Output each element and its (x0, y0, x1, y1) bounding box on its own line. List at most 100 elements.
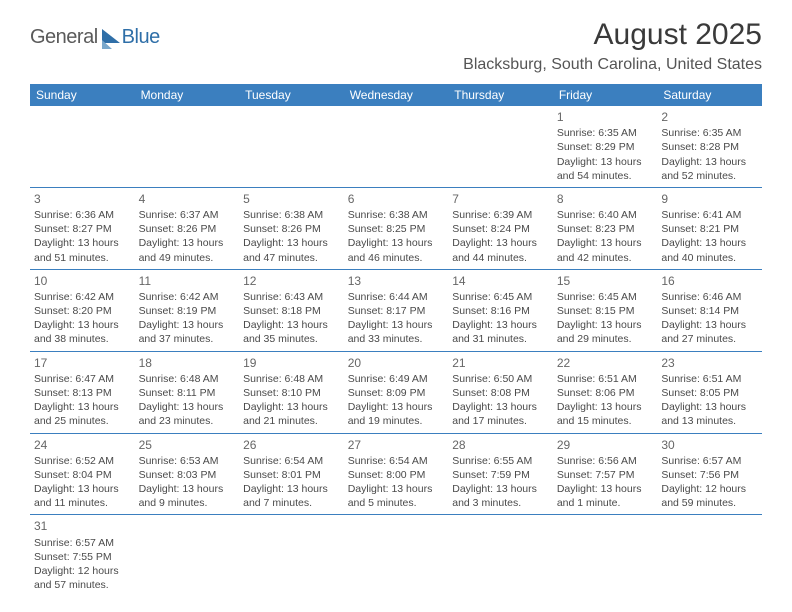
sunset-text: Sunset: 8:14 PM (661, 304, 758, 318)
sunrise-text: Sunrise: 6:51 AM (557, 372, 654, 386)
sunset-text: Sunset: 8:08 PM (452, 386, 549, 400)
sunrise-text: Sunrise: 6:38 AM (243, 208, 340, 222)
sunset-text: Sunset: 8:06 PM (557, 386, 654, 400)
calendar-cell: 28Sunrise: 6:55 AMSunset: 7:59 PMDayligh… (448, 433, 553, 515)
sunrise-text: Sunrise: 6:48 AM (139, 372, 236, 386)
daylight-text: Daylight: 13 hours and 54 minutes. (557, 155, 654, 183)
day-number: 7 (452, 191, 549, 207)
calendar-body: 1Sunrise: 6:35 AMSunset: 8:29 PMDaylight… (30, 106, 762, 596)
daylight-text: Daylight: 13 hours and 17 minutes. (452, 400, 549, 428)
daylight-text: Daylight: 13 hours and 3 minutes. (452, 482, 549, 510)
sunset-text: Sunset: 8:18 PM (243, 304, 340, 318)
weekday-header: Monday (135, 84, 240, 106)
sunrise-text: Sunrise: 6:50 AM (452, 372, 549, 386)
calendar-cell: 12Sunrise: 6:43 AMSunset: 8:18 PMDayligh… (239, 269, 344, 351)
calendar-cell: 29Sunrise: 6:56 AMSunset: 7:57 PMDayligh… (553, 433, 658, 515)
day-number: 22 (557, 355, 654, 371)
sunset-text: Sunset: 8:26 PM (139, 222, 236, 236)
day-number: 11 (139, 273, 236, 289)
title-block: August 2025 Blacksburg, South Carolina, … (463, 18, 762, 74)
sunrise-text: Sunrise: 6:57 AM (661, 454, 758, 468)
sunrise-text: Sunrise: 6:55 AM (452, 454, 549, 468)
day-number: 23 (661, 355, 758, 371)
calendar-cell: 24Sunrise: 6:52 AMSunset: 8:04 PMDayligh… (30, 433, 135, 515)
sunset-text: Sunset: 8:09 PM (348, 386, 445, 400)
sunset-text: Sunset: 8:25 PM (348, 222, 445, 236)
calendar-cell: 19Sunrise: 6:48 AMSunset: 8:10 PMDayligh… (239, 351, 344, 433)
calendar-header-row: Sunday Monday Tuesday Wednesday Thursday… (30, 84, 762, 106)
day-number: 16 (661, 273, 758, 289)
brand-logo: General Blue (30, 26, 160, 49)
sunset-text: Sunset: 7:56 PM (661, 468, 758, 482)
month-title: August 2025 (463, 18, 762, 52)
sunrise-text: Sunrise: 6:52 AM (34, 454, 131, 468)
sunset-text: Sunset: 8:04 PM (34, 468, 131, 482)
daylight-text: Daylight: 13 hours and 31 minutes. (452, 318, 549, 346)
day-number: 14 (452, 273, 549, 289)
day-number: 17 (34, 355, 131, 371)
sunset-text: Sunset: 8:21 PM (661, 222, 758, 236)
day-number: 27 (348, 437, 445, 453)
daylight-text: Daylight: 13 hours and 23 minutes. (139, 400, 236, 428)
weekday-header: Sunday (30, 84, 135, 106)
daylight-text: Daylight: 13 hours and 7 minutes. (243, 482, 340, 510)
calendar-cell: 8Sunrise: 6:40 AMSunset: 8:23 PMDaylight… (553, 187, 658, 269)
calendar-cell: 14Sunrise: 6:45 AMSunset: 8:16 PMDayligh… (448, 269, 553, 351)
weekday-header: Tuesday (239, 84, 344, 106)
sunrise-text: Sunrise: 6:37 AM (139, 208, 236, 222)
sunset-text: Sunset: 8:03 PM (139, 468, 236, 482)
sunrise-text: Sunrise: 6:46 AM (661, 290, 758, 304)
sunset-text: Sunset: 8:01 PM (243, 468, 340, 482)
calendar-cell: 18Sunrise: 6:48 AMSunset: 8:11 PMDayligh… (135, 351, 240, 433)
daylight-text: Daylight: 13 hours and 47 minutes. (243, 236, 340, 264)
calendar-cell (657, 515, 762, 596)
calendar-cell (135, 515, 240, 596)
sunset-text: Sunset: 8:28 PM (661, 140, 758, 154)
day-number: 3 (34, 191, 131, 207)
calendar-cell (553, 515, 658, 596)
calendar-cell: 11Sunrise: 6:42 AMSunset: 8:19 PMDayligh… (135, 269, 240, 351)
calendar-cell: 31Sunrise: 6:57 AMSunset: 7:55 PMDayligh… (30, 515, 135, 596)
daylight-text: Daylight: 13 hours and 27 minutes. (661, 318, 758, 346)
calendar-cell: 30Sunrise: 6:57 AMSunset: 7:56 PMDayligh… (657, 433, 762, 515)
sunset-text: Sunset: 8:23 PM (557, 222, 654, 236)
day-number: 28 (452, 437, 549, 453)
day-number: 24 (34, 437, 131, 453)
sunset-text: Sunset: 8:16 PM (452, 304, 549, 318)
calendar-cell: 20Sunrise: 6:49 AMSunset: 8:09 PMDayligh… (344, 351, 449, 433)
sunrise-text: Sunrise: 6:54 AM (348, 454, 445, 468)
sunrise-text: Sunrise: 6:42 AM (34, 290, 131, 304)
sunset-text: Sunset: 8:20 PM (34, 304, 131, 318)
daylight-text: Daylight: 13 hours and 21 minutes. (243, 400, 340, 428)
calendar-cell (448, 106, 553, 187)
sunset-text: Sunset: 8:17 PM (348, 304, 445, 318)
sunrise-text: Sunrise: 6:36 AM (34, 208, 131, 222)
daylight-text: Daylight: 13 hours and 49 minutes. (139, 236, 236, 264)
sunset-text: Sunset: 8:27 PM (34, 222, 131, 236)
sunrise-text: Sunrise: 6:49 AM (348, 372, 445, 386)
day-number: 21 (452, 355, 549, 371)
sunset-text: Sunset: 7:59 PM (452, 468, 549, 482)
daylight-text: Daylight: 13 hours and 1 minute. (557, 482, 654, 510)
calendar-cell: 21Sunrise: 6:50 AMSunset: 8:08 PMDayligh… (448, 351, 553, 433)
day-number: 13 (348, 273, 445, 289)
day-number: 30 (661, 437, 758, 453)
calendar-cell: 1Sunrise: 6:35 AMSunset: 8:29 PMDaylight… (553, 106, 658, 187)
calendar-cell (344, 515, 449, 596)
sunset-text: Sunset: 8:15 PM (557, 304, 654, 318)
daylight-text: Daylight: 13 hours and 46 minutes. (348, 236, 445, 264)
day-number: 31 (34, 518, 131, 534)
daylight-text: Daylight: 13 hours and 52 minutes. (661, 155, 758, 183)
sunrise-text: Sunrise: 6:35 AM (661, 126, 758, 140)
sunset-text: Sunset: 8:10 PM (243, 386, 340, 400)
sunset-text: Sunset: 8:19 PM (139, 304, 236, 318)
day-number: 19 (243, 355, 340, 371)
sunset-text: Sunset: 8:11 PM (139, 386, 236, 400)
sunset-text: Sunset: 8:05 PM (661, 386, 758, 400)
sunrise-text: Sunrise: 6:39 AM (452, 208, 549, 222)
sunrise-text: Sunrise: 6:35 AM (557, 126, 654, 140)
sunset-text: Sunset: 7:57 PM (557, 468, 654, 482)
daylight-text: Daylight: 13 hours and 38 minutes. (34, 318, 131, 346)
weekday-header: Wednesday (344, 84, 449, 106)
calendar-cell: 15Sunrise: 6:45 AMSunset: 8:15 PMDayligh… (553, 269, 658, 351)
